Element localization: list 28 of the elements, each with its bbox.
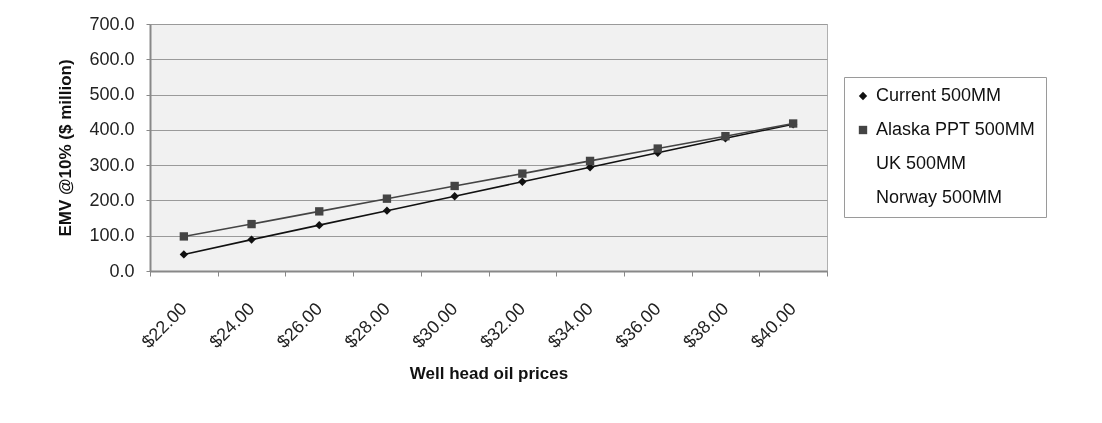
y-tick-label: 300.0 xyxy=(89,154,135,175)
point xyxy=(518,169,527,178)
y-axis-title: EMV @10% ($ million) xyxy=(56,59,76,237)
y-tick-label: 400.0 xyxy=(89,119,135,140)
y-tick-label: 500.0 xyxy=(89,84,135,105)
point xyxy=(382,194,392,203)
point xyxy=(315,207,324,216)
point xyxy=(450,181,459,191)
legend-label: Current 500MM xyxy=(876,85,1002,105)
point xyxy=(179,232,189,241)
y-tick-label: 600.0 xyxy=(89,48,135,69)
text: Norway 500MM xyxy=(876,187,1003,207)
point xyxy=(450,192,459,201)
point xyxy=(247,219,256,229)
point xyxy=(382,206,392,215)
text: UK 500MM xyxy=(876,153,967,173)
point xyxy=(315,220,324,230)
y-tick-label: 200.0 xyxy=(89,189,135,210)
point xyxy=(247,235,256,244)
point xyxy=(653,144,662,153)
point xyxy=(518,177,527,186)
x-axis-title: Well head oil prices xyxy=(409,363,569,383)
point xyxy=(179,250,189,259)
legend-label: Alaska PPT 500MM xyxy=(876,119,1035,139)
y-tick-label: 0.0 xyxy=(109,260,135,281)
y-tick-label: 100.0 xyxy=(89,225,135,246)
point xyxy=(585,156,595,166)
y-tick-label: 700.0 xyxy=(89,13,135,34)
